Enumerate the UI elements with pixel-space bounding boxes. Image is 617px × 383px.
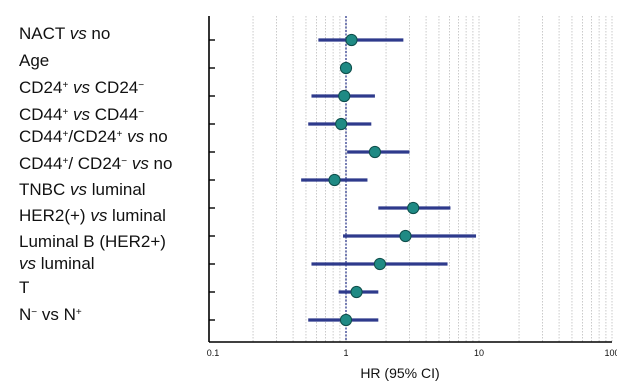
row-label: CD44+/CD24+ vs no (19, 127, 168, 146)
hr-point (335, 117, 348, 131)
hr-point (350, 285, 363, 299)
x-tick-label: 10 (474, 348, 484, 358)
row-label: vs luminal (19, 254, 95, 273)
hr-point (407, 201, 420, 215)
x-tick-label: 0.1 (207, 348, 220, 358)
x-tick-label: 1 (343, 348, 348, 358)
hr-point (399, 229, 412, 243)
hr-point (373, 257, 387, 271)
x-tick-label: 100 (604, 348, 617, 358)
row-label: CD24+ vs CD24− (19, 78, 144, 97)
hr-point (339, 61, 353, 75)
hr-point (338, 89, 351, 103)
row-label: N− vs N+ (19, 305, 82, 324)
hr-point (339, 313, 353, 327)
row-label: CD44+ vs CD44− (19, 105, 144, 124)
row-label: Luminal B (HER2+) (19, 232, 166, 251)
row-label: Age (19, 51, 49, 70)
x-tick-labels: 0.1 1 10 100 (207, 348, 617, 358)
hr-point (368, 145, 382, 159)
row-label: T (19, 278, 29, 297)
hr-point (345, 33, 358, 47)
axes (208, 16, 612, 343)
row-label: TNBC vs luminal (19, 180, 146, 199)
hazard-ratio-marks (301, 33, 477, 327)
row-labels: NACT vs no Age CD24+ vs CD24− CD44+ vs CD44… (19, 24, 172, 324)
row-label: CD44+/ CD24− vs no (19, 154, 172, 173)
hr-point (328, 173, 341, 187)
row-label: HER2(+) vs luminal (19, 206, 166, 225)
x-axis-title: HR (95% CI) (360, 365, 439, 381)
row-label: NACT vs no (19, 24, 110, 43)
